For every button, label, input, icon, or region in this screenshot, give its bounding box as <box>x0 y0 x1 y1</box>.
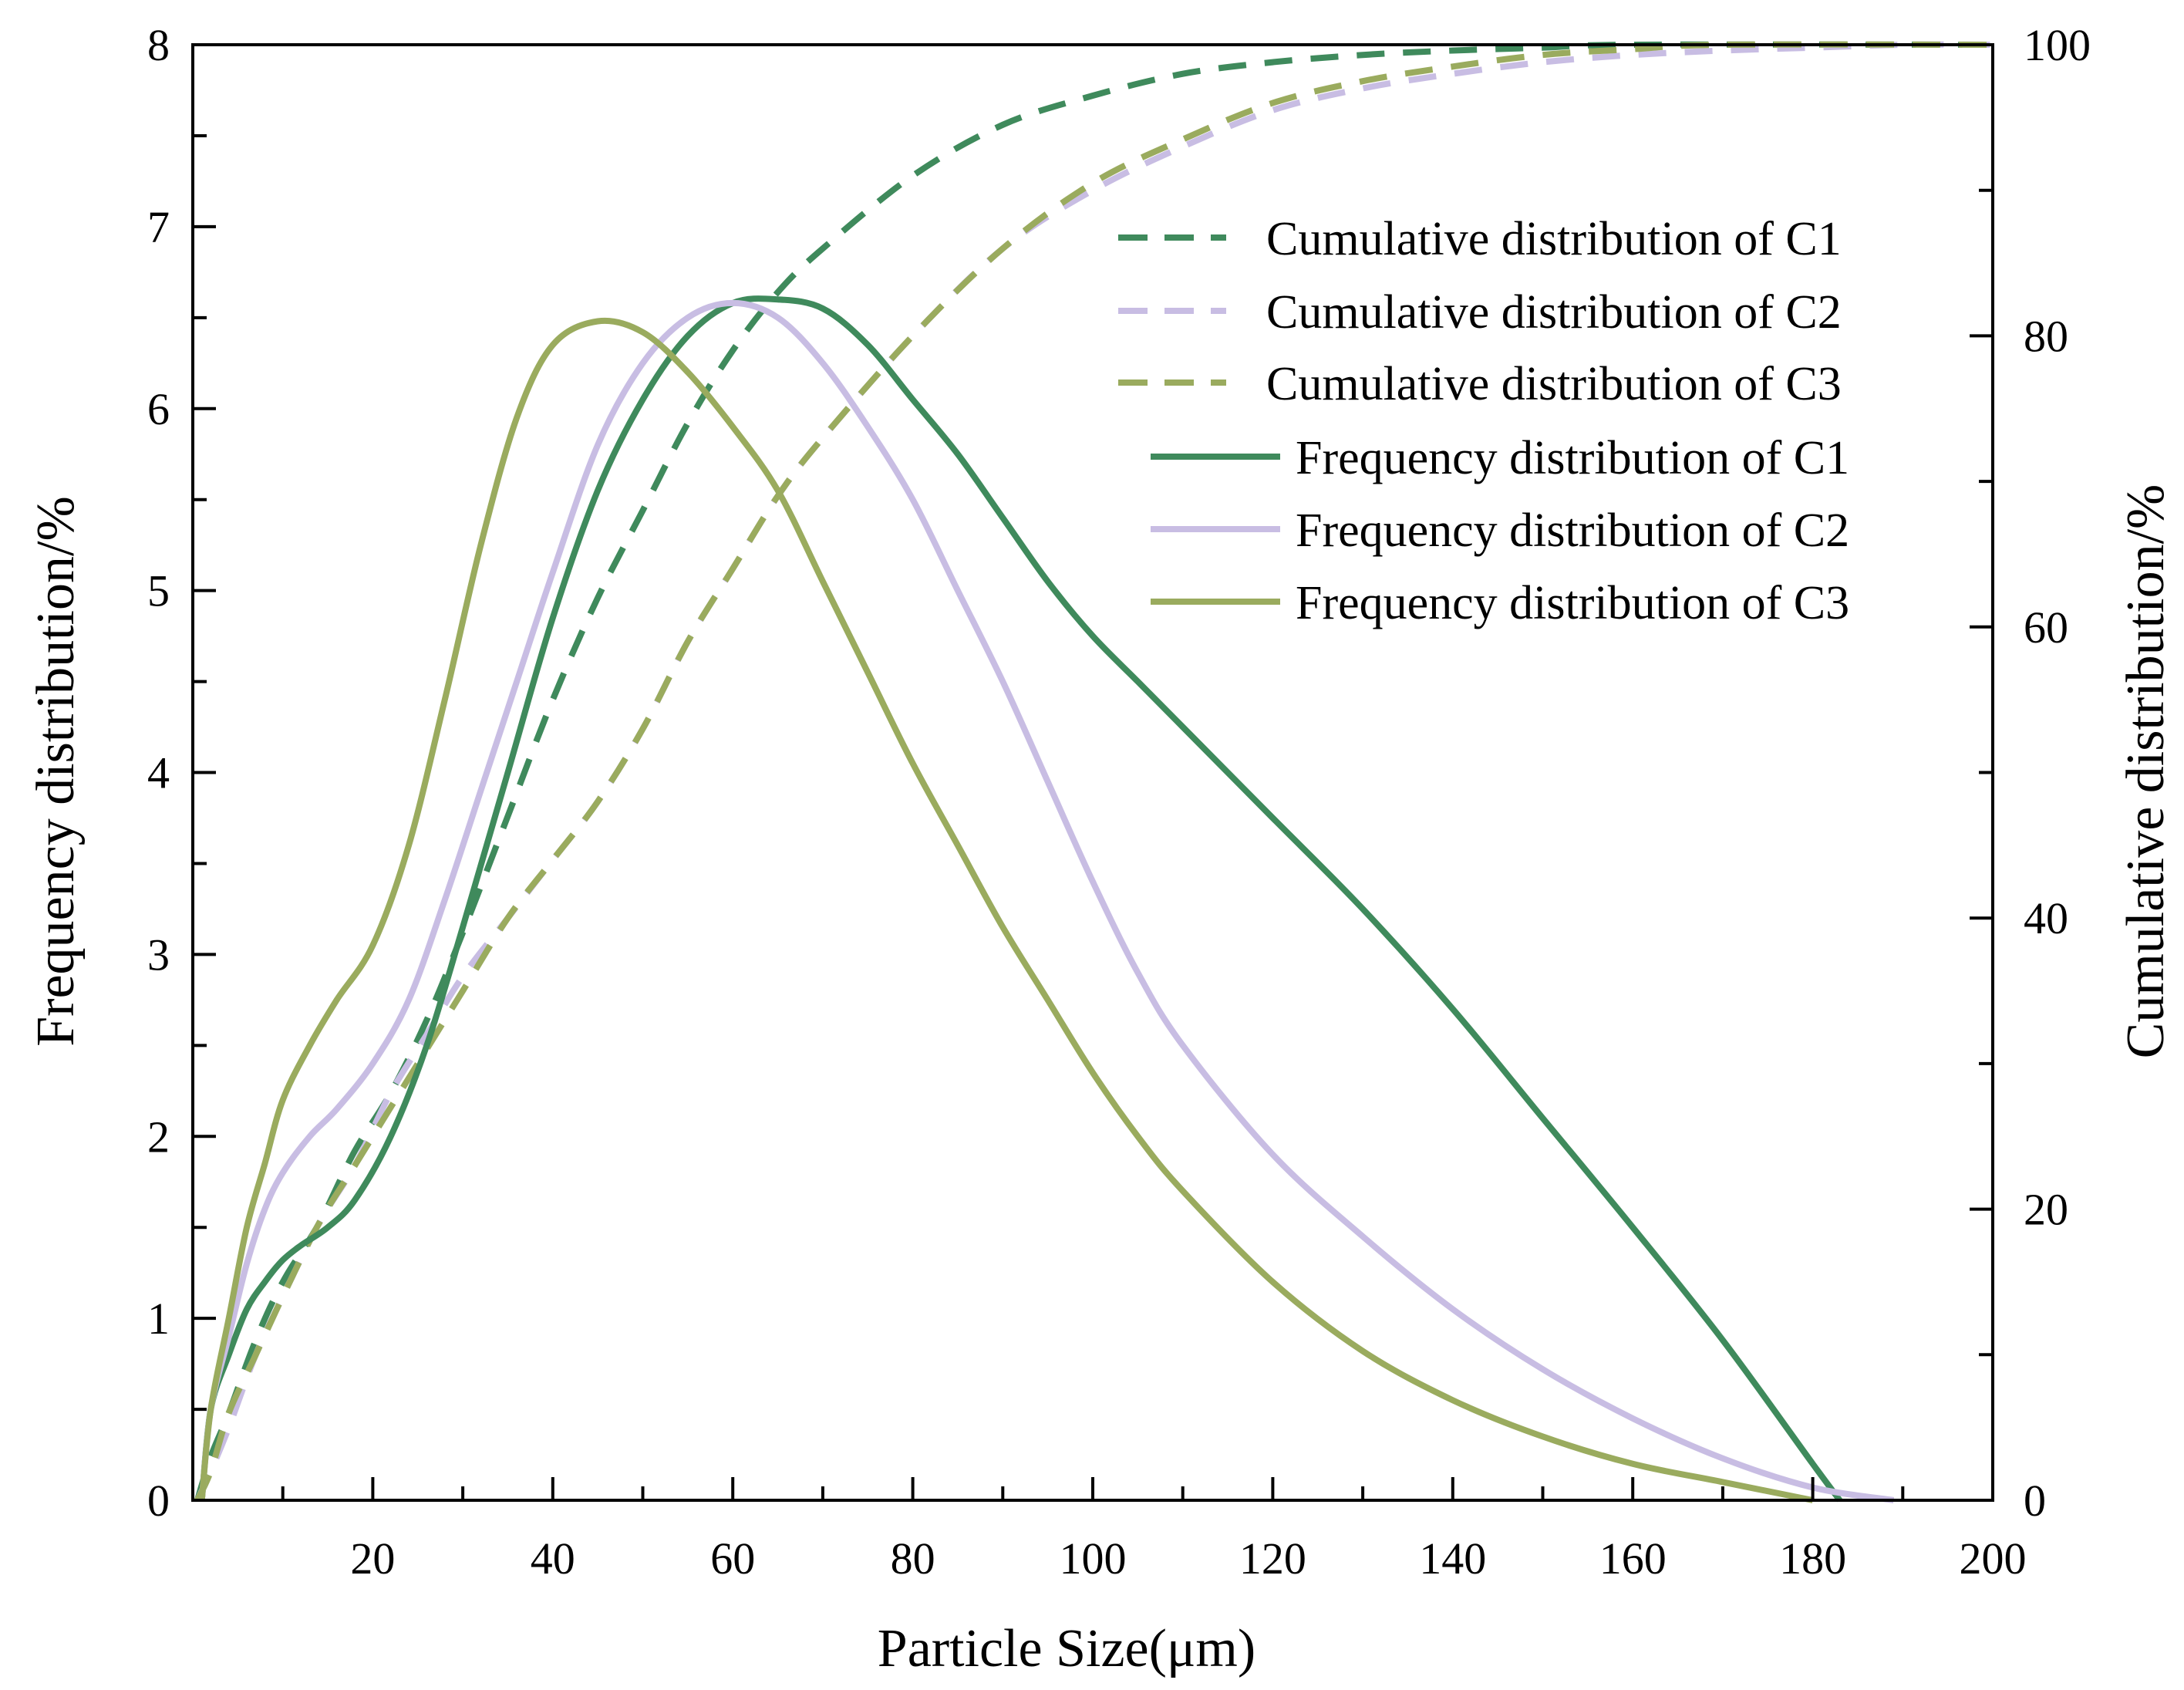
x-tick-label-80: 80 <box>891 1533 935 1584</box>
x-tick-label-100: 100 <box>1060 1533 1127 1584</box>
legend-label-cumulative-c3: Cumulative distribution of C3 <box>1266 358 1842 410</box>
y2-tick-label-60: 60 <box>2024 602 2068 653</box>
y-tick-label-8: 8 <box>147 20 170 70</box>
y2-tick-label-0: 0 <box>2024 1476 2046 1526</box>
y2-tick-label-100: 100 <box>2024 20 2091 70</box>
legend-label-cumulative-c1: Cumulative distribution of C1 <box>1266 213 1842 265</box>
y2-tick-label-20: 20 <box>2024 1185 2068 1235</box>
x-tick-label-200: 200 <box>1960 1533 2027 1584</box>
x-tick-label-120: 120 <box>1239 1533 1306 1584</box>
legend-label-cumulative-c2: Cumulative distribution of C2 <box>1266 286 1842 339</box>
y2-tick-label-80: 80 <box>2024 311 2068 361</box>
y2-tick-label-40: 40 <box>2024 893 2068 943</box>
series-line-frequency-c2 <box>198 299 1895 1503</box>
y-tick-label-2: 2 <box>147 1111 170 1162</box>
y-tick-label-5: 5 <box>147 566 170 616</box>
series-line-frequency-c3 <box>198 317 1814 1503</box>
legend-label-frequency-c3: Frequency distribution of C3 <box>1296 577 1849 629</box>
series-layer <box>194 41 1994 1503</box>
x-tick-label-60: 60 <box>710 1533 755 1584</box>
series-line-cumulative-c3 <box>194 41 1994 1502</box>
y-tick-label-0: 0 <box>147 1476 170 1526</box>
x-tick-label-20: 20 <box>350 1533 395 1584</box>
y-tick-label-4: 4 <box>147 748 170 798</box>
y-tick-label-1: 1 <box>147 1294 170 1344</box>
series-line-frequency-c1 <box>198 295 1842 1503</box>
x-tick-label-140: 140 <box>1419 1533 1486 1584</box>
x-tick-label-160: 160 <box>1599 1533 1667 1584</box>
legend-label-frequency-c2: Frequency distribution of C2 <box>1296 504 1849 557</box>
x-tick-label-40: 40 <box>531 1533 575 1584</box>
legend-label-frequency-c1: Frequency distribution of C1 <box>1296 432 1849 484</box>
y-tick-label-3: 3 <box>147 929 170 980</box>
y-axis-title: Frequency distribution/% <box>26 496 86 1047</box>
y-tick-label-6: 6 <box>147 384 170 434</box>
x-tick-label-180: 180 <box>1779 1533 1846 1584</box>
x-axis-title: Particle Size(μm) <box>878 1619 1255 1678</box>
y-tick-label-7: 7 <box>147 202 170 252</box>
y2-axis-title: Cumulative distribution/% <box>2116 484 2176 1059</box>
ticks-layer: 20 40 60 80 100 120 140 160 180 20001234567802040… <box>147 20 2091 1584</box>
legend: Cumulative distribution of C1 Cumulative … <box>1118 213 1849 629</box>
